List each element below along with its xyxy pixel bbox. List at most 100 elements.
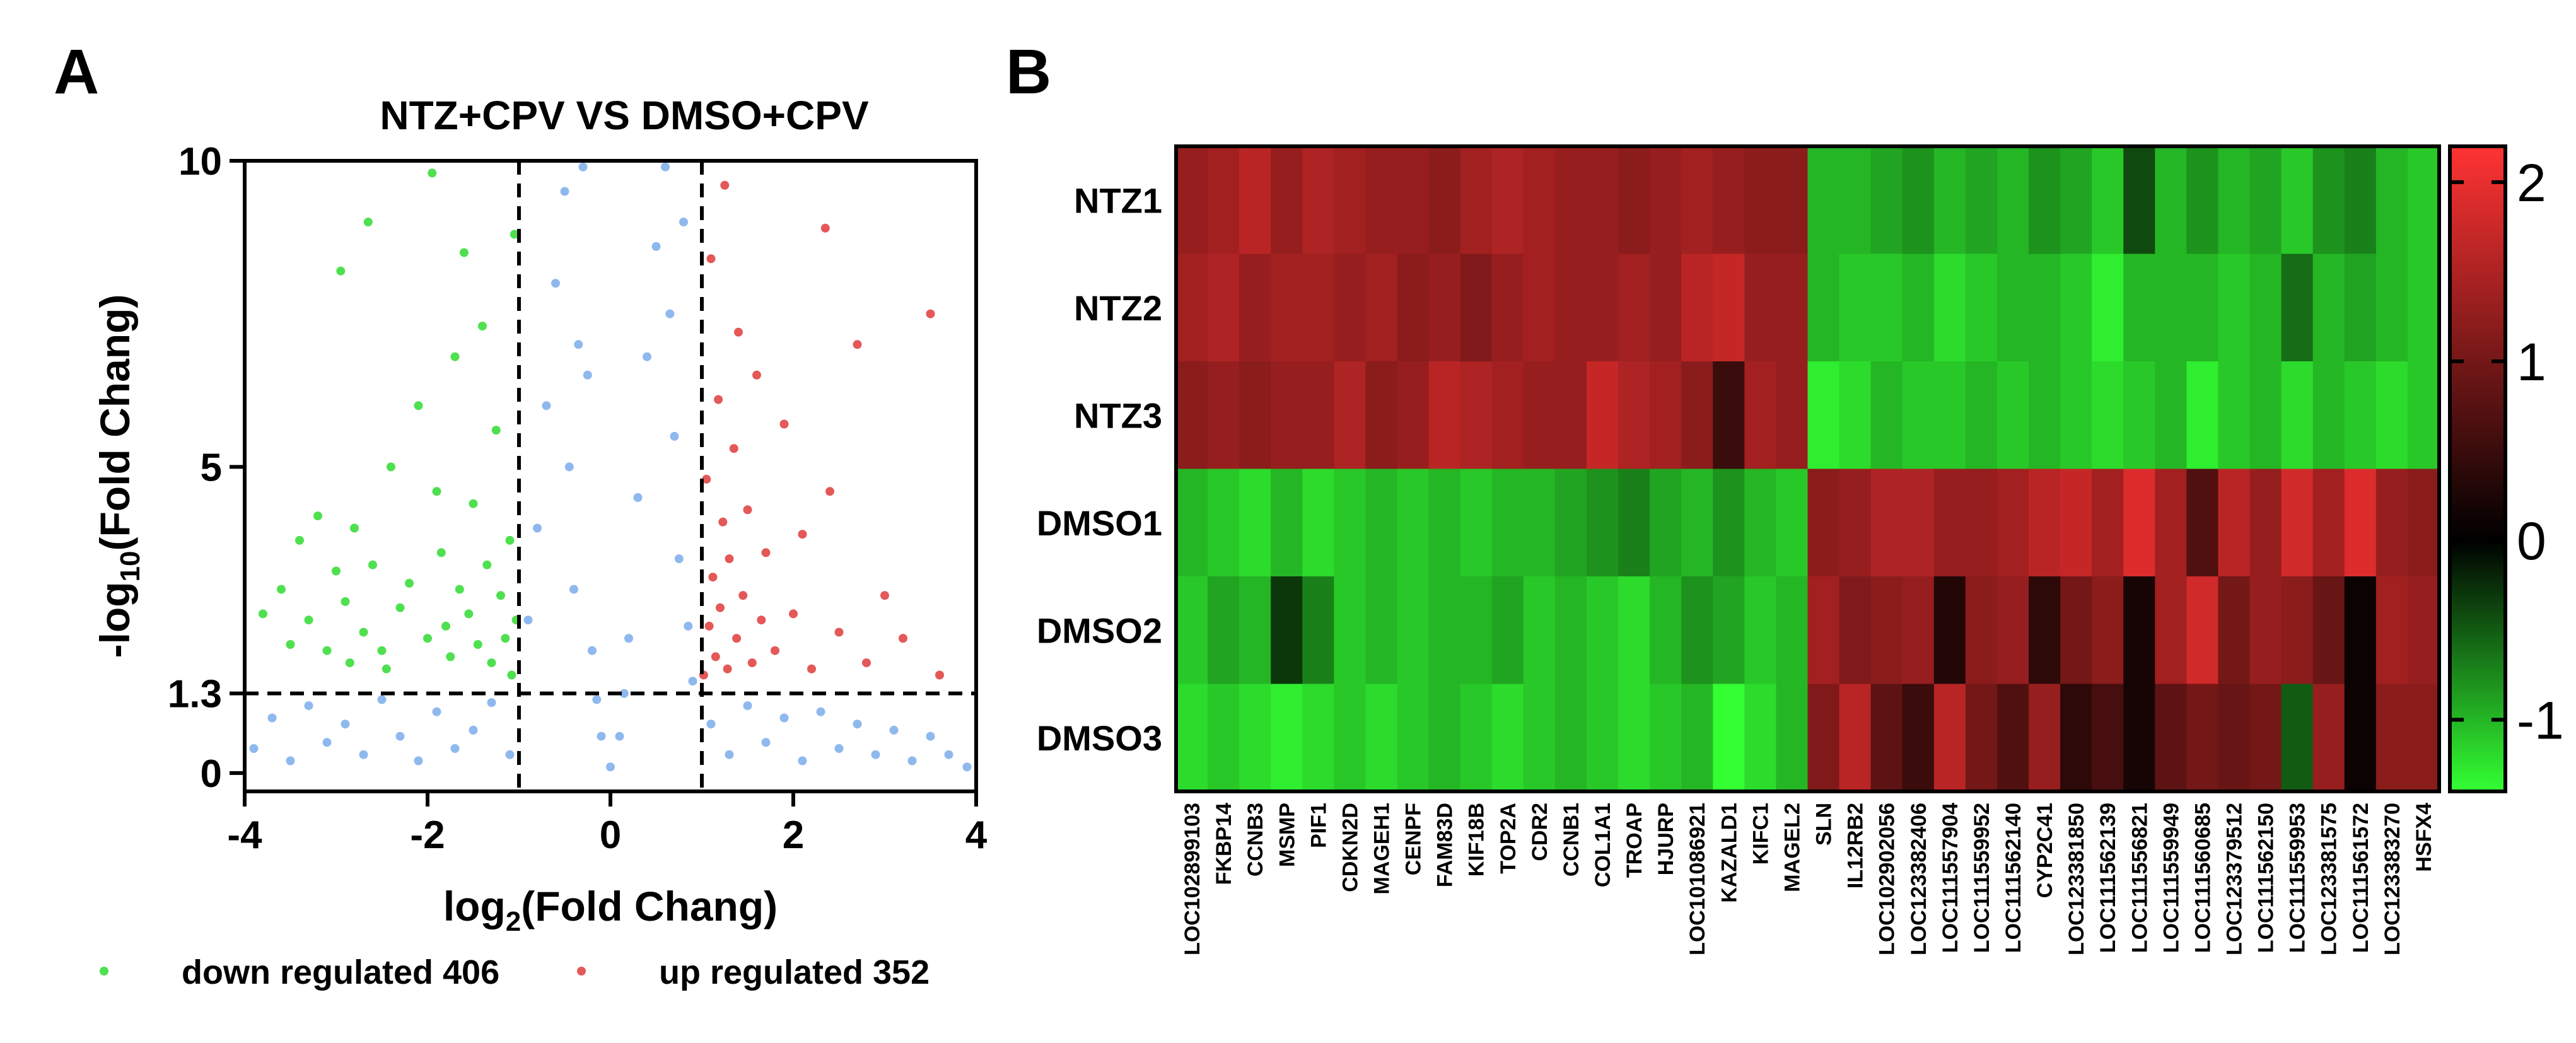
heatmap-row-label-0: NTZ1: [1074, 180, 1162, 220]
volcano-point-s2-2: [286, 756, 295, 766]
heatmap-cell-4-19: [1776, 576, 1809, 685]
heatmap-cell-2-30: [2123, 361, 2155, 470]
heatmap-cell-3-38: [2375, 469, 2408, 577]
heatmap-cell-1-15: [1650, 253, 1682, 362]
volcano-point-s2-49: [834, 744, 844, 753]
heatmap-cell-2-14: [1618, 361, 1650, 470]
volcano-point-s2-25: [588, 646, 597, 655]
heatmap-cell-0-29: [2092, 146, 2124, 255]
heatmap-cell-2-33: [2218, 361, 2251, 470]
volcano-point-s2-37: [670, 431, 679, 441]
y-tick-label-0: 0: [201, 752, 222, 796]
heatmap-cell-0-10: [1491, 146, 1524, 255]
volcano-point-s0-25: [441, 621, 450, 631]
heatmap-column-label-21: IL12RB2: [1844, 803, 1868, 889]
volcano-point-s2-38: [674, 554, 684, 564]
heatmap-cell-2-11: [1523, 361, 1556, 470]
heatmap-cell-4-2: [1239, 576, 1271, 685]
panel-letter-b: B: [1006, 37, 1051, 107]
volcano-point-s2-19: [560, 187, 569, 196]
heatmap-cell-4-24: [1933, 576, 1966, 685]
heatmap-column-label-9: KIF18B: [1465, 803, 1489, 877]
y-axis-ticks: 0 1.3 5 10: [168, 140, 245, 796]
volcano-point-s0-18: [395, 603, 405, 612]
volcano-point-s2-27: [597, 731, 606, 741]
heatmap-cell-3-25: [1965, 469, 1998, 577]
heatmap-cell-5-8: [1428, 684, 1461, 792]
volcano-point-s2-3: [304, 701, 313, 711]
volcano-point-s0-28: [455, 585, 464, 594]
colorbar-tick-label-3: 2: [2517, 153, 2546, 213]
heatmap-cell-4-15: [1650, 576, 1682, 685]
legend-up-marker: [577, 967, 586, 976]
heatmap-column-labels: LOC102899103 FKBP14 CCNB3 MSMP PIF1 CDKN2D MAG…: [1180, 803, 2436, 955]
volcano-point-s1-26: [820, 223, 830, 233]
colorbar-tick-label-2: 1: [2517, 332, 2546, 392]
heatmap-cell-5-14: [1618, 684, 1650, 792]
heatmap-column-label-13: COL1A1: [1591, 803, 1615, 887]
heatmap-cell-0-36: [2312, 146, 2345, 255]
heatmap-row-label-5: DMSO3: [1037, 718, 1162, 758]
heatmap-column-label-7: CENPF: [1402, 803, 1426, 875]
heatmap-cell-5-18: [1744, 684, 1777, 792]
heatmap-cell-4-36: [2312, 576, 2345, 685]
volcano-point-s1-20: [761, 548, 771, 557]
volcano-point-s0-5: [313, 511, 322, 521]
heatmap-cell-3-5: [1334, 469, 1367, 577]
heatmap-cell-1-5: [1334, 253, 1367, 362]
heatmap-column-label-2: CCNB3: [1244, 803, 1268, 877]
heatmap-cell-4-1: [1208, 576, 1240, 685]
volcano-point-s0-8: [336, 266, 346, 276]
heatmap-column-label-11: CDR2: [1528, 803, 1552, 861]
heatmap-cell-3-14: [1618, 469, 1650, 577]
heatmap-cell-5-5: [1334, 684, 1367, 792]
heatmap-cell-5-33: [2218, 684, 2251, 792]
heatmap-cell-3-27: [2029, 469, 2061, 577]
volcano-point-s1-21: [771, 646, 779, 655]
volcano-point-s1-1: [702, 474, 711, 484]
heatmap-cell-3-20: [1807, 469, 1840, 577]
heatmap: NTZ1 NTZ2 NTZ3 DMSO1 DMSO2 DMSO3 LOC102899103…: [1037, 144, 2564, 955]
volcano-point-s2-50: [853, 720, 862, 729]
volcano-point-s1-5: [711, 652, 720, 661]
volcano-point-s2-40: [684, 621, 693, 631]
volcano-point-s1-29: [853, 340, 862, 349]
volcano-point-s2-7: [377, 695, 387, 704]
heatmap-cell-4-16: [1681, 576, 1713, 685]
legend-down-marker: [100, 967, 108, 976]
heatmap-cell-3-30: [2123, 469, 2155, 577]
heatmap-cell-3-11: [1523, 469, 1556, 577]
heatmap-cell-5-11: [1523, 684, 1556, 792]
heatmap-cell-3-17: [1713, 469, 1745, 577]
heatmap-cell-0-18: [1744, 146, 1777, 255]
heatmap-cell-4-10: [1491, 576, 1524, 685]
heatmap-cells: [1176, 146, 2440, 792]
heatmap-cell-1-3: [1271, 253, 1303, 362]
volcano-point-s2-21: [569, 585, 578, 594]
heatmap-cell-3-26: [1996, 469, 2029, 577]
volcano-point-s1-24: [798, 530, 807, 539]
heatmap-cell-0-30: [2123, 146, 2155, 255]
heatmap-cell-2-6: [1365, 361, 1398, 470]
heatmap-frame: [1174, 144, 2441, 793]
heatmap-cell-5-19: [1776, 684, 1809, 792]
heatmap-cell-5-25: [1965, 684, 1998, 792]
colorbar-tick-label-1: 0: [2517, 511, 2546, 571]
volcano-point-s0-19: [405, 578, 414, 588]
heatmap-cell-1-2: [1239, 253, 1271, 362]
heatmap-cell-1-1: [1208, 253, 1240, 362]
heatmap-cell-2-28: [2060, 361, 2092, 470]
heatmap-cell-2-13: [1586, 361, 1619, 470]
heatmap-cell-1-6: [1365, 253, 1398, 362]
heatmap-cell-0-5: [1334, 146, 1367, 255]
volcano-point-s2-30: [619, 689, 629, 698]
volcano-point-s0-31: [469, 499, 478, 508]
heatmap-cell-3-8: [1428, 469, 1461, 577]
volcano-point-s2-43: [725, 750, 734, 759]
heatmap-cell-2-7: [1397, 361, 1430, 470]
heatmap-cell-4-25: [1965, 576, 1998, 685]
volcano-point-s2-41: [688, 677, 697, 686]
heatmap-cell-3-34: [2249, 469, 2282, 577]
heatmap-column-label-12: CCNB1: [1559, 803, 1583, 877]
